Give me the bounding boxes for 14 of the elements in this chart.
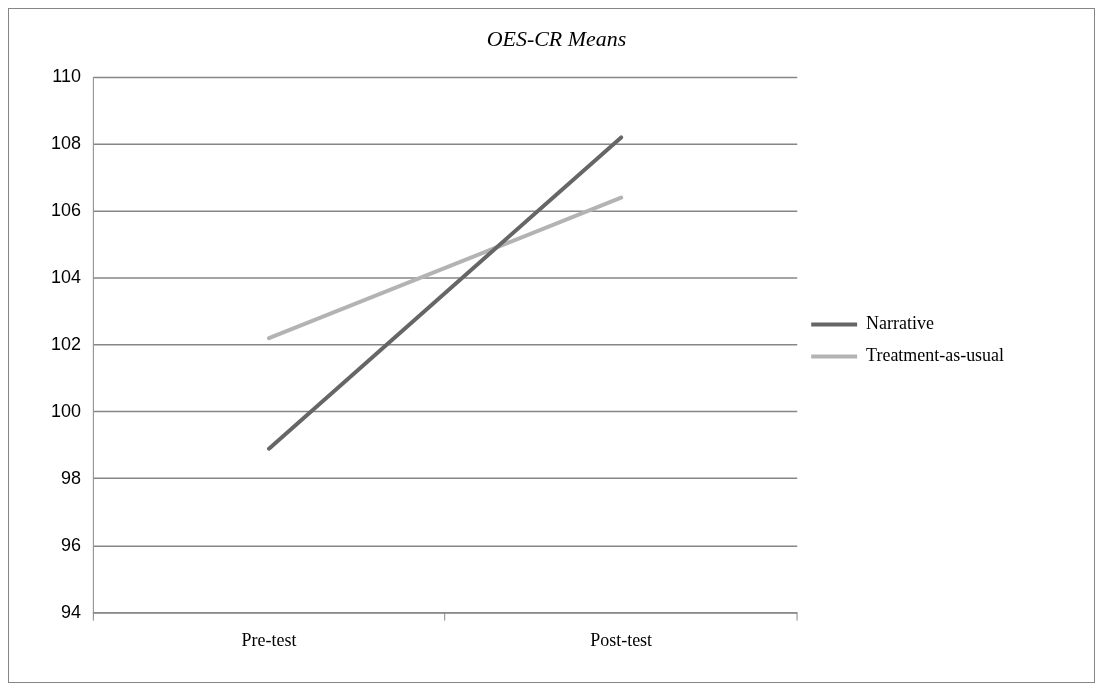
y-tick-label: 108 (50, 133, 81, 154)
legend-label: Treatment-as-usual (866, 345, 1005, 366)
x-tick-label: Post-test (590, 630, 653, 651)
y-tick-label: 96 (60, 534, 81, 555)
x-tick-label: Pre-test (241, 630, 297, 651)
y-tick-label: 98 (60, 467, 81, 488)
chart-title: OES-CR Means (486, 25, 627, 51)
y-tick-label: 104 (50, 266, 81, 287)
legend-label: Narrative (866, 313, 934, 334)
y-tick-label: 102 (50, 333, 81, 354)
y-tick-label: 94 (60, 601, 81, 622)
y-tick-label: 110 (52, 66, 81, 87)
y-tick-label: 106 (50, 200, 81, 220)
y-tick-label: 100 (50, 400, 81, 421)
